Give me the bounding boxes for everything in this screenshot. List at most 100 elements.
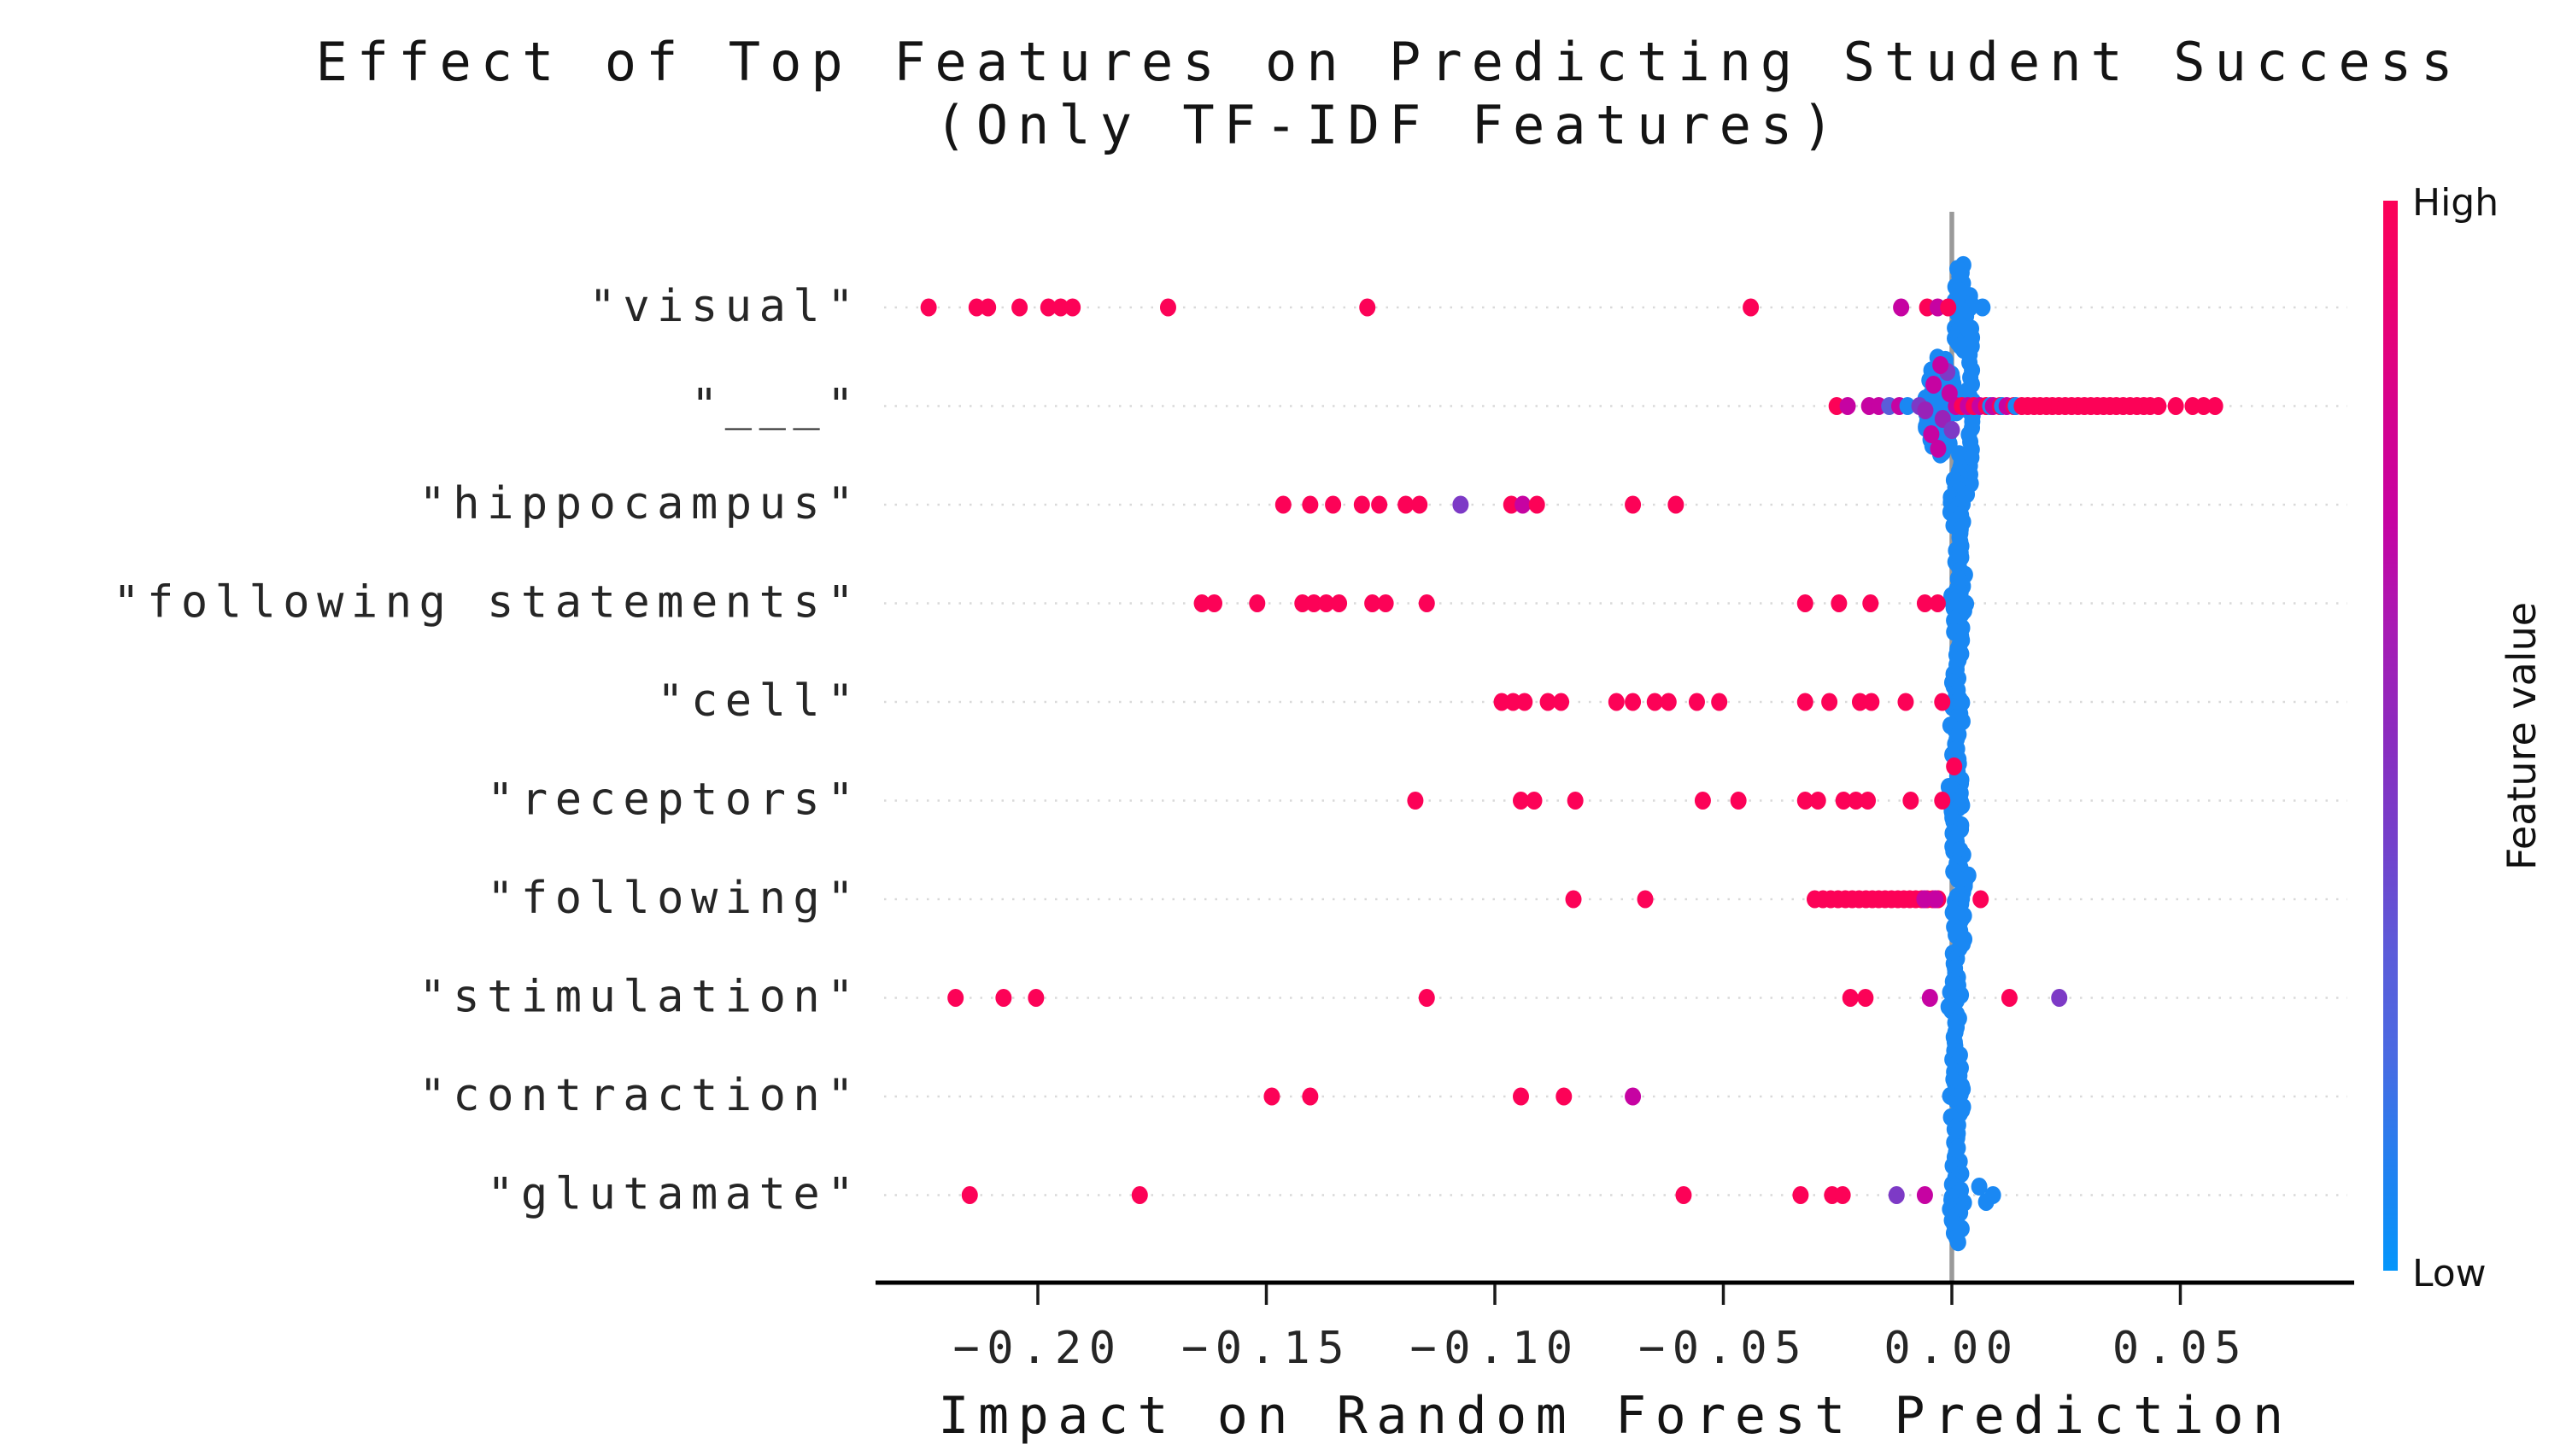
point — [1675, 1186, 1692, 1204]
point — [1893, 298, 1910, 317]
x-axis-ticks: −0.20 −0.15 −0.10 −0.05 0.00 0.05 — [952, 1284, 2248, 1374]
point — [1504, 693, 1521, 711]
point — [1809, 792, 1826, 810]
point — [1407, 792, 1424, 810]
point — [980, 298, 997, 317]
point — [1930, 440, 1947, 458]
gridlines — [884, 306, 2347, 1196]
point — [1539, 693, 1556, 711]
row-points — [1263, 1037, 1971, 1156]
point — [1353, 495, 1370, 514]
point — [1452, 495, 1469, 514]
point — [2150, 397, 2167, 415]
point — [1331, 594, 1348, 612]
point — [1553, 693, 1570, 711]
point — [1512, 1087, 1529, 1106]
point — [1927, 890, 1944, 909]
row-points — [947, 944, 2068, 1051]
point — [1503, 495, 1520, 514]
point — [1040, 298, 1057, 317]
point — [1131, 1186, 1148, 1204]
point — [1851, 693, 1868, 711]
y-tick-label-8: "contraction" — [419, 1070, 862, 1121]
point — [1305, 594, 1322, 612]
point — [1842, 989, 1859, 1007]
point — [1839, 397, 1856, 415]
point — [1834, 1186, 1851, 1204]
point — [1512, 792, 1529, 810]
point — [1921, 989, 1938, 1007]
point — [1971, 1178, 1988, 1196]
point — [1974, 298, 1991, 317]
point — [1831, 594, 1848, 612]
point — [1929, 594, 1946, 612]
x-tick-label-0: −0.20 — [952, 1323, 1122, 1374]
point — [1325, 495, 1342, 514]
x-tick-label-1: −0.15 — [1181, 1323, 1351, 1374]
x-tick-label-2: −0.10 — [1409, 1323, 1579, 1374]
point — [1263, 1087, 1280, 1106]
point — [1567, 792, 1584, 810]
point — [1625, 1087, 1642, 1106]
x-axis-label: Impact on Random Forest Prediction — [938, 1386, 2292, 1446]
chart-title-line1: Effect of Top Features on Predicting Stu… — [315, 31, 2462, 93]
point — [1796, 792, 1813, 810]
point — [1862, 594, 1879, 612]
row-points — [1193, 543, 1975, 664]
row-points — [1407, 740, 1971, 861]
point — [1899, 397, 1916, 415]
scatter-points — [920, 255, 2223, 1252]
point — [1848, 792, 1865, 810]
point — [1526, 792, 1543, 810]
point — [1711, 693, 1728, 711]
point — [1916, 594, 1933, 612]
point — [1940, 298, 1957, 317]
colorbar-axis-label: Feature value — [2499, 602, 2545, 870]
point — [1949, 1233, 1966, 1252]
point — [1667, 495, 1684, 514]
point — [1730, 792, 1747, 810]
point — [1011, 298, 1028, 317]
point — [1863, 693, 1880, 711]
point — [1984, 1186, 2001, 1204]
point — [1860, 792, 1877, 810]
point — [1646, 693, 1663, 711]
point — [1359, 298, 1376, 317]
row-points — [1828, 319, 2223, 493]
y-tick-label-4: "cell" — [657, 675, 861, 727]
point — [1923, 425, 1940, 443]
y-tick-label-6: "following" — [487, 873, 861, 924]
point — [1556, 1087, 1573, 1106]
point — [2206, 397, 2223, 415]
point — [1694, 792, 1711, 810]
y-tick-label-5: "receptors" — [487, 775, 861, 826]
point — [1925, 376, 1942, 394]
point — [1897, 693, 1914, 711]
point — [1743, 298, 1760, 317]
point — [1052, 298, 1069, 317]
colorbar — [2383, 201, 2398, 1271]
colorbar-high-label: High — [2412, 181, 2499, 225]
point — [1660, 693, 1677, 711]
point — [1193, 594, 1210, 612]
row-points — [961, 1138, 2001, 1252]
y-tick-label-7: "stimulation" — [419, 972, 862, 1023]
point — [1274, 495, 1292, 514]
point — [1364, 594, 1381, 612]
point — [1917, 401, 1934, 419]
point — [1159, 298, 1176, 317]
point — [2051, 989, 2068, 1007]
point — [1972, 890, 1989, 909]
x-tick-label-5: 0.05 — [2112, 1323, 2248, 1374]
point — [1514, 495, 1532, 514]
point — [2001, 989, 2018, 1007]
x-tick-label-4: 0.00 — [1884, 1323, 2019, 1374]
point — [1294, 594, 1311, 612]
point — [1888, 1186, 1905, 1204]
row-points — [1493, 646, 1971, 758]
point — [1625, 693, 1642, 711]
point — [1302, 1087, 1319, 1106]
point — [947, 989, 964, 1007]
point — [1625, 495, 1642, 514]
